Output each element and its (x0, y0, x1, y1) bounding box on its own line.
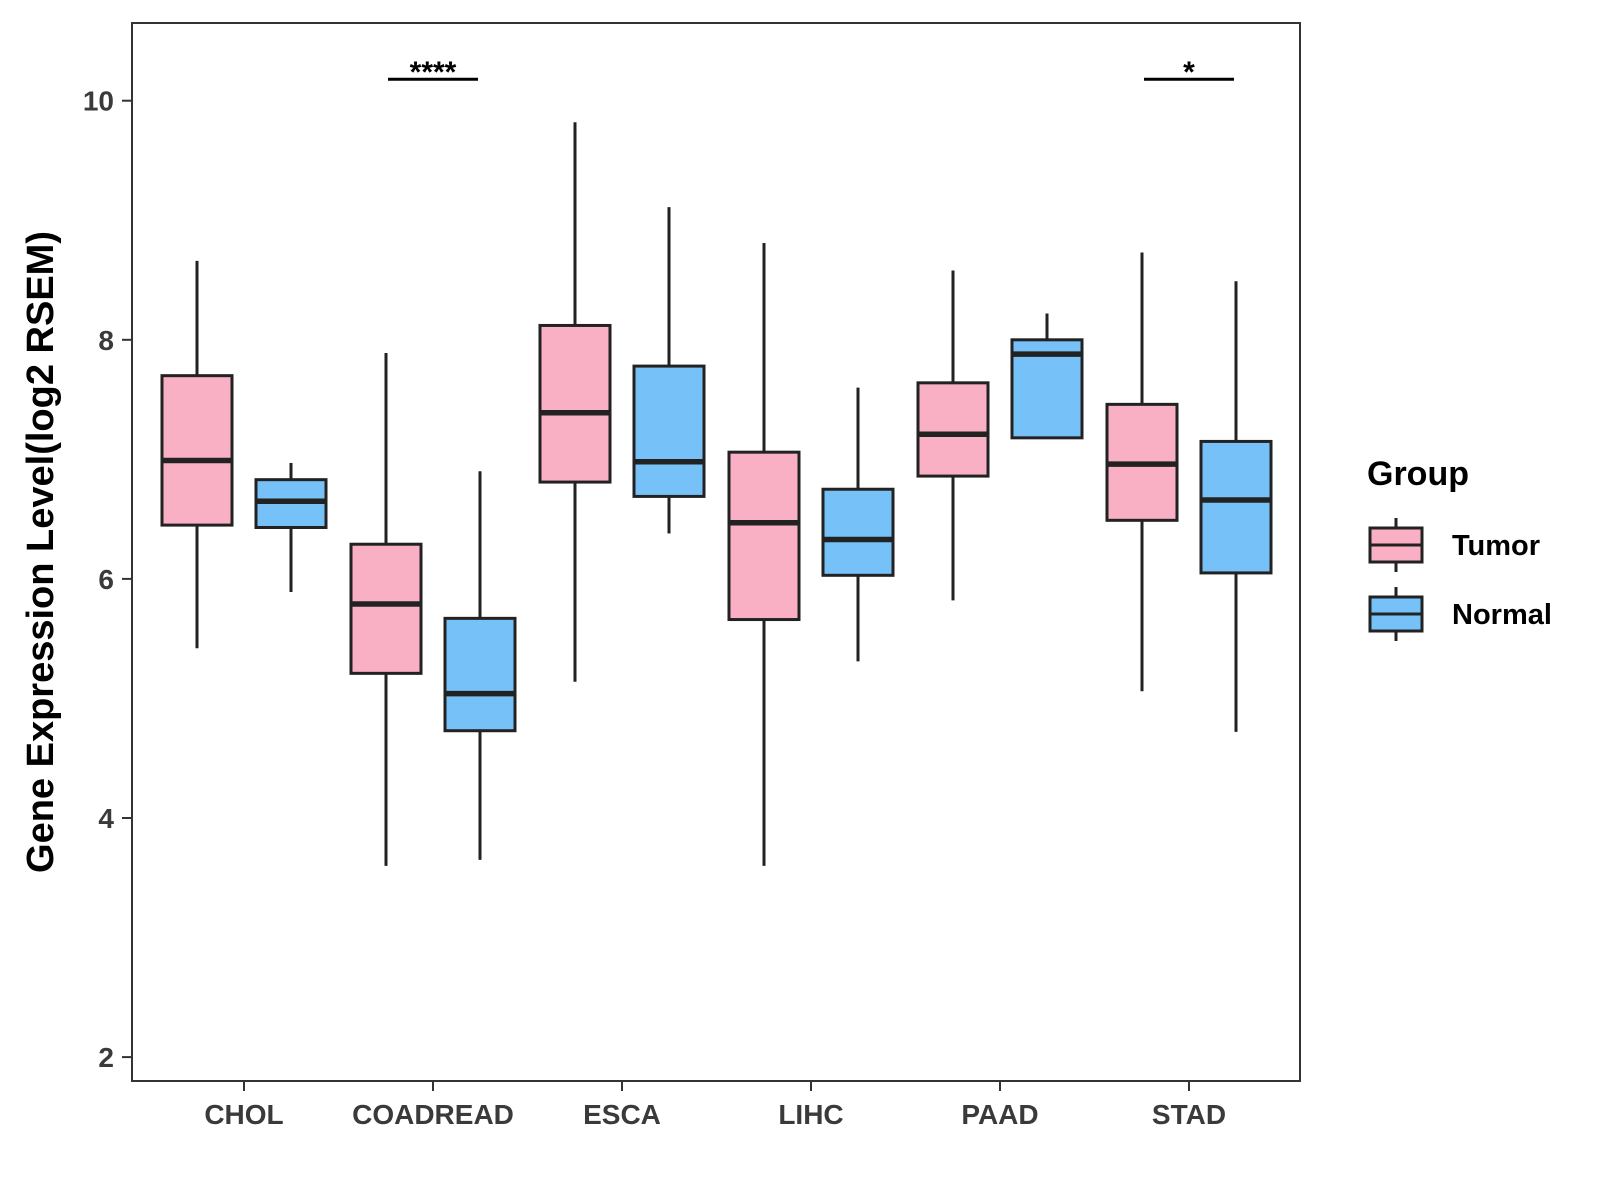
legend-label: Normal (1452, 599, 1552, 631)
plot-panel-border (131, 22, 1301, 1082)
iqr-box (727, 450, 801, 622)
iqr-box (160, 374, 234, 527)
y-tick-label: 8 (98, 325, 114, 356)
y-tick-label: 6 (98, 564, 114, 595)
box-tumor-stad (1105, 252, 1179, 692)
y-axis-title: Gene Expression Level(log2 RSEM) (20, 231, 62, 873)
iqr-box (349, 542, 423, 675)
y-tick-label: 2 (98, 1042, 114, 1073)
x-tick-label-lihc: LIHC (778, 1099, 843, 1130)
box-normal-chol (254, 462, 328, 593)
x-axis: CHOL COADREAD ESCA LIHC PAAD STAD (204, 1081, 1226, 1130)
x-tick-label-coadread: COADREAD (352, 1099, 514, 1130)
x-tick-label-paad: PAAD (961, 1099, 1038, 1130)
iqr-box (443, 616, 517, 733)
box-normal-esca (632, 207, 706, 534)
significance-annotations: **** * (388, 56, 1234, 89)
iqr-box (538, 323, 612, 484)
legend-item-tumor: Tumor (1368, 518, 1540, 572)
box-normal-paad (1010, 313, 1084, 440)
box-tumor-lihc (727, 242, 801, 866)
iqr-box (916, 381, 990, 478)
box-tumor-paad (916, 270, 990, 601)
box-tumor-chol (160, 260, 234, 649)
legend: Group Tumor Normal (1367, 455, 1552, 641)
y-tick-label: 10 (83, 86, 114, 117)
legend-item-normal: Normal (1368, 587, 1552, 641)
box-normal-lihc (821, 387, 895, 662)
boxes-layer (160, 122, 1273, 866)
iqr-box (821, 487, 895, 577)
legend-title: Group (1367, 455, 1469, 493)
box-tumor-coadread (349, 352, 423, 866)
x-tick-label-chol: CHOL (204, 1099, 283, 1130)
legend-items: Tumor Normal (1368, 518, 1552, 641)
significance-label: **** (410, 56, 457, 89)
x-tick-label-esca: ESCA (583, 1099, 661, 1130)
x-tick-label-stad: STAD (1152, 1099, 1226, 1130)
legend-label: Tumor (1452, 530, 1540, 562)
iqr-box (1199, 439, 1273, 575)
box-tumor-esca (538, 122, 612, 682)
box-normal-coadread (443, 471, 517, 860)
significance-label: * (1183, 56, 1195, 89)
box-normal-stad (1199, 281, 1273, 732)
y-axis: 2 4 6 8 10 (83, 86, 132, 1073)
y-tick-label: 4 (98, 803, 114, 834)
iqr-box (632, 364, 706, 498)
